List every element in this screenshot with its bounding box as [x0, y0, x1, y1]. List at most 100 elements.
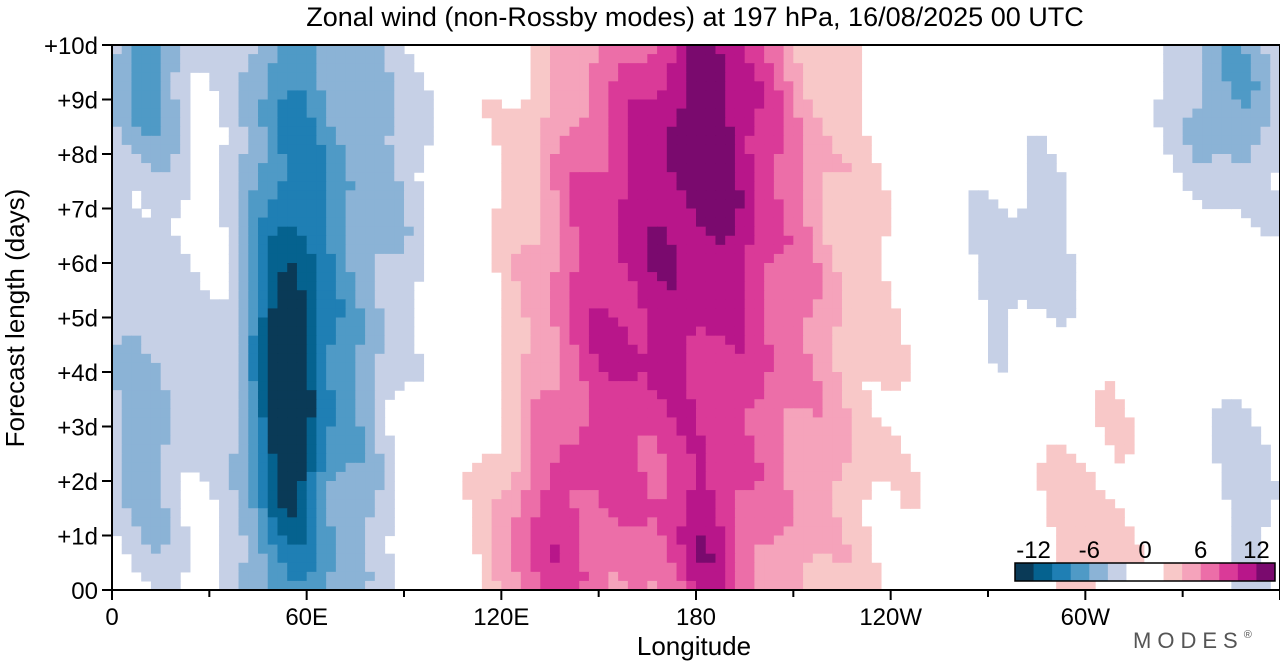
- heatmap-cell: [1202, 45, 1213, 55]
- heatmap-cell: [1231, 408, 1242, 419]
- heatmap-cell: [267, 90, 279, 101]
- heatmap-cell: [725, 63, 736, 73]
- heatmap-cell: [384, 226, 395, 237]
- heatmap-cell: [579, 163, 590, 173]
- heatmap-cell: [822, 154, 833, 164]
- heatmap-cell: [335, 217, 347, 228]
- heatmap-cell: [803, 481, 814, 491]
- heatmap-cell: [1231, 490, 1242, 500]
- heatmap-cell: [258, 462, 269, 473]
- heatmap-cell: [676, 580, 687, 591]
- heatmap-cell: [559, 72, 571, 82]
- heatmap-cell: [384, 353, 395, 364]
- heatmap-cell: [530, 63, 541, 73]
- heatmap-cell: [705, 571, 717, 582]
- heatmap-cell: [734, 580, 746, 591]
- heatmap-cell: [1085, 544, 1096, 555]
- heatmap-cell: [238, 108, 249, 119]
- heatmap-cell: [842, 281, 853, 291]
- heatmap-cell: [258, 453, 269, 464]
- heatmap-cell: [793, 335, 804, 346]
- heatmap-cell: [1056, 462, 1067, 473]
- heatmap-cell: [160, 508, 171, 518]
- heatmap-cell: [725, 308, 736, 319]
- heatmap-cell: [988, 199, 999, 210]
- heatmap-cell: [842, 344, 853, 355]
- heatmap-cell: [1231, 462, 1242, 473]
- heatmap-cell: [715, 353, 726, 364]
- heatmap-cell: [394, 54, 405, 64]
- heatmap-cell: [1260, 199, 1271, 210]
- heatmap-cell: [530, 281, 541, 291]
- heatmap-cell: [384, 299, 395, 310]
- heatmap-cell: [579, 144, 590, 155]
- heatmap-cell: [1026, 217, 1038, 228]
- heatmap-cell: [1270, 72, 1280, 82]
- heatmap-cell: [822, 544, 833, 555]
- heatmap-cell: [228, 453, 240, 464]
- heatmap-cell: [248, 217, 259, 228]
- heatmap-cell: [404, 362, 415, 373]
- heatmap-cell: [160, 344, 171, 355]
- heatmap-cell: [306, 172, 317, 182]
- heatmap-cell: [365, 199, 376, 210]
- heatmap-cell: [1221, 471, 1232, 482]
- heatmap-cell: [316, 326, 327, 337]
- heatmap-cell: [997, 308, 1009, 319]
- heatmap-cell: [676, 426, 687, 437]
- heatmap-cell: [588, 526, 600, 537]
- heatmap-cell: [365, 517, 376, 528]
- heatmap-cell: [666, 263, 678, 273]
- heatmap-cell: [851, 126, 863, 137]
- heatmap-cell: [520, 408, 532, 419]
- heatmap-cell: [725, 235, 736, 246]
- heatmap-cell: [267, 281, 279, 291]
- heatmap-cell: [880, 208, 892, 219]
- heatmap-cell: [1056, 272, 1067, 282]
- heatmap-cell: [822, 217, 833, 228]
- heatmap-cell: [355, 444, 366, 455]
- heatmap-cell: [686, 263, 697, 273]
- heatmap-cell: [842, 45, 853, 55]
- heatmap-cell: [540, 408, 551, 419]
- heatmap-cell: [1026, 253, 1038, 264]
- heatmap-cell: [1172, 135, 1184, 146]
- heatmap-cell: [988, 263, 999, 273]
- heatmap-cell: [608, 435, 619, 446]
- heatmap-cell: [374, 253, 386, 264]
- heatmap-cell: [608, 190, 619, 201]
- heatmap-cell: [783, 481, 794, 491]
- heatmap-cell: [861, 281, 872, 291]
- heatmap-cell: [618, 499, 629, 509]
- heatmap-cell: [335, 126, 347, 137]
- heatmap-cell: [803, 263, 814, 273]
- heatmap-cell: [121, 54, 133, 64]
- heatmap-cell: [832, 517, 843, 528]
- heatmap-cell: [335, 208, 347, 219]
- heatmap-cell: [413, 244, 425, 255]
- heatmap-cell: [871, 253, 882, 264]
- heatmap-cell: [296, 190, 308, 201]
- heatmap-cell: [384, 199, 395, 210]
- heatmap-cell: [141, 390, 152, 400]
- heatmap-cell: [1172, 163, 1184, 173]
- heatmap-cell: [657, 372, 668, 382]
- heatmap-cell: [1172, 72, 1184, 82]
- heatmap-cell: [296, 226, 308, 237]
- heatmap-cell: [550, 126, 561, 137]
- heatmap-cell: [112, 172, 123, 182]
- heatmap-cell: [1241, 163, 1252, 173]
- heatmap-cell: [238, 508, 249, 518]
- heatmap-cell: [871, 353, 882, 364]
- heatmap-cell: [871, 217, 882, 228]
- heatmap-cell: [666, 326, 678, 337]
- heatmap-cell: [822, 390, 833, 400]
- heatmap-cell: [355, 135, 366, 146]
- heatmap-cell: [248, 181, 259, 191]
- heatmap-cell: [696, 199, 707, 210]
- heatmap-cell: [160, 417, 171, 428]
- heatmap-cell: [296, 399, 308, 409]
- heatmap-cell: [618, 63, 629, 73]
- heatmap-cell: [1075, 517, 1086, 528]
- heatmap-cell: [160, 544, 171, 555]
